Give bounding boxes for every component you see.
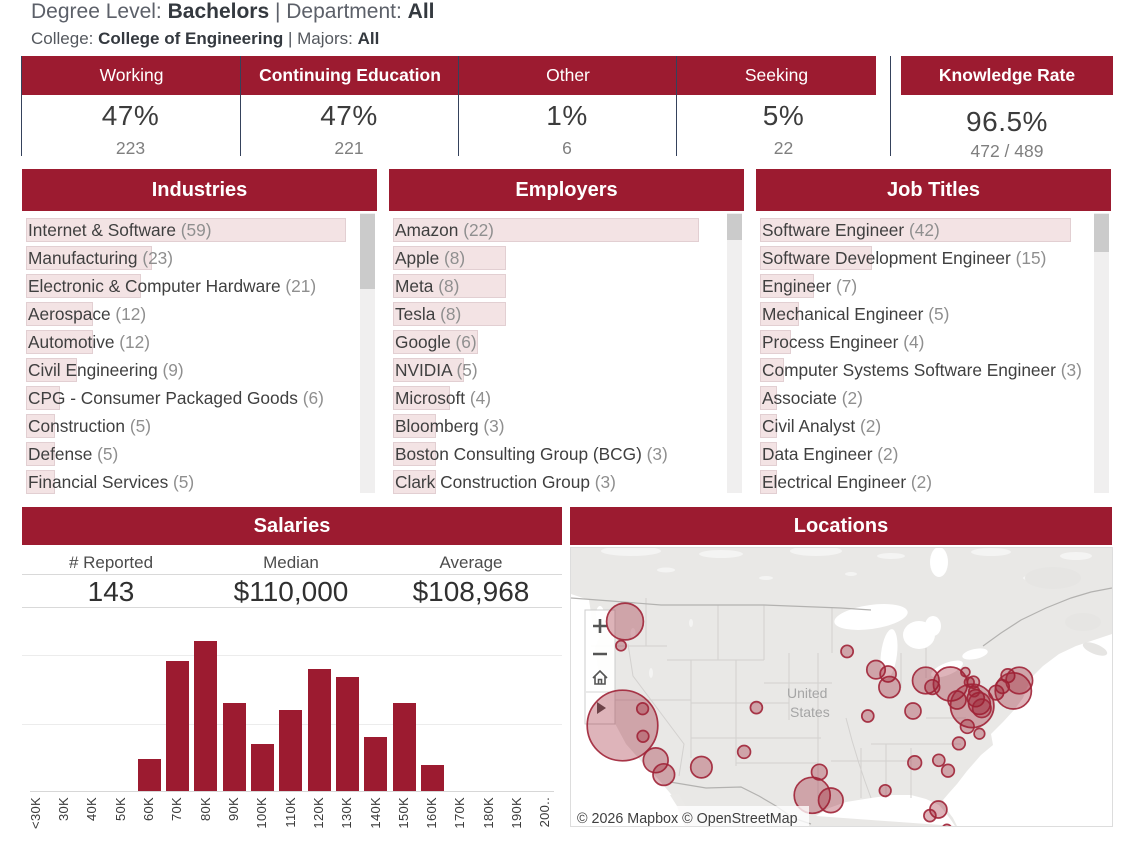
svg-text:© 2026 Mapbox © OpenStreetMap: © 2026 Mapbox © OpenStreetMap — [577, 811, 798, 826]
svg-text:States: States — [790, 704, 830, 720]
svg-text:United: United — [787, 685, 827, 701]
